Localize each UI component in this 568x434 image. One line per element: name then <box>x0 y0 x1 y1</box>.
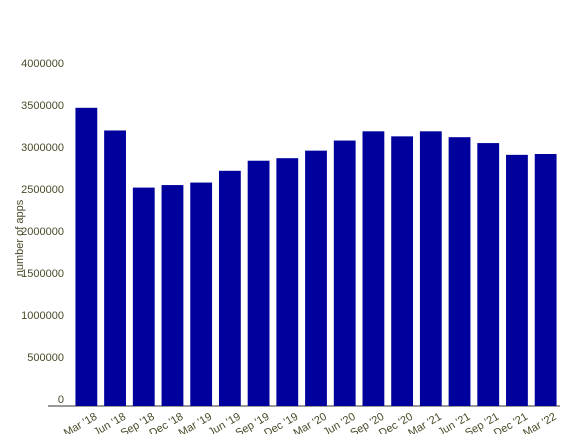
bar <box>506 154 528 406</box>
bar <box>534 154 557 406</box>
bar <box>161 185 184 406</box>
y-tick-label: 0 <box>58 394 64 406</box>
y-tick-label: 2000000 <box>21 226 64 238</box>
bar <box>75 107 98 407</box>
bar <box>391 136 414 407</box>
y-axis-label: number of apps <box>14 199 26 276</box>
bar <box>448 137 471 406</box>
y-tick-label: 500000 <box>27 352 64 364</box>
bar <box>190 182 213 406</box>
bar <box>276 158 299 406</box>
bar <box>247 160 270 406</box>
y-tick-label: 1500000 <box>21 268 64 280</box>
y-tick-label: 2500000 <box>21 184 64 196</box>
y-tick-label: 3000000 <box>21 142 64 154</box>
bar <box>218 170 241 406</box>
bar <box>132 187 155 406</box>
y-tick-label: 4000000 <box>21 58 64 70</box>
bar <box>305 150 327 406</box>
bar <box>477 143 500 406</box>
bar <box>333 140 356 406</box>
y-tick-label: 3500000 <box>21 100 64 112</box>
bar <box>362 131 385 406</box>
bar <box>419 131 442 406</box>
y-tick-label: 1000000 <box>21 310 64 322</box>
bar <box>104 130 126 407</box>
